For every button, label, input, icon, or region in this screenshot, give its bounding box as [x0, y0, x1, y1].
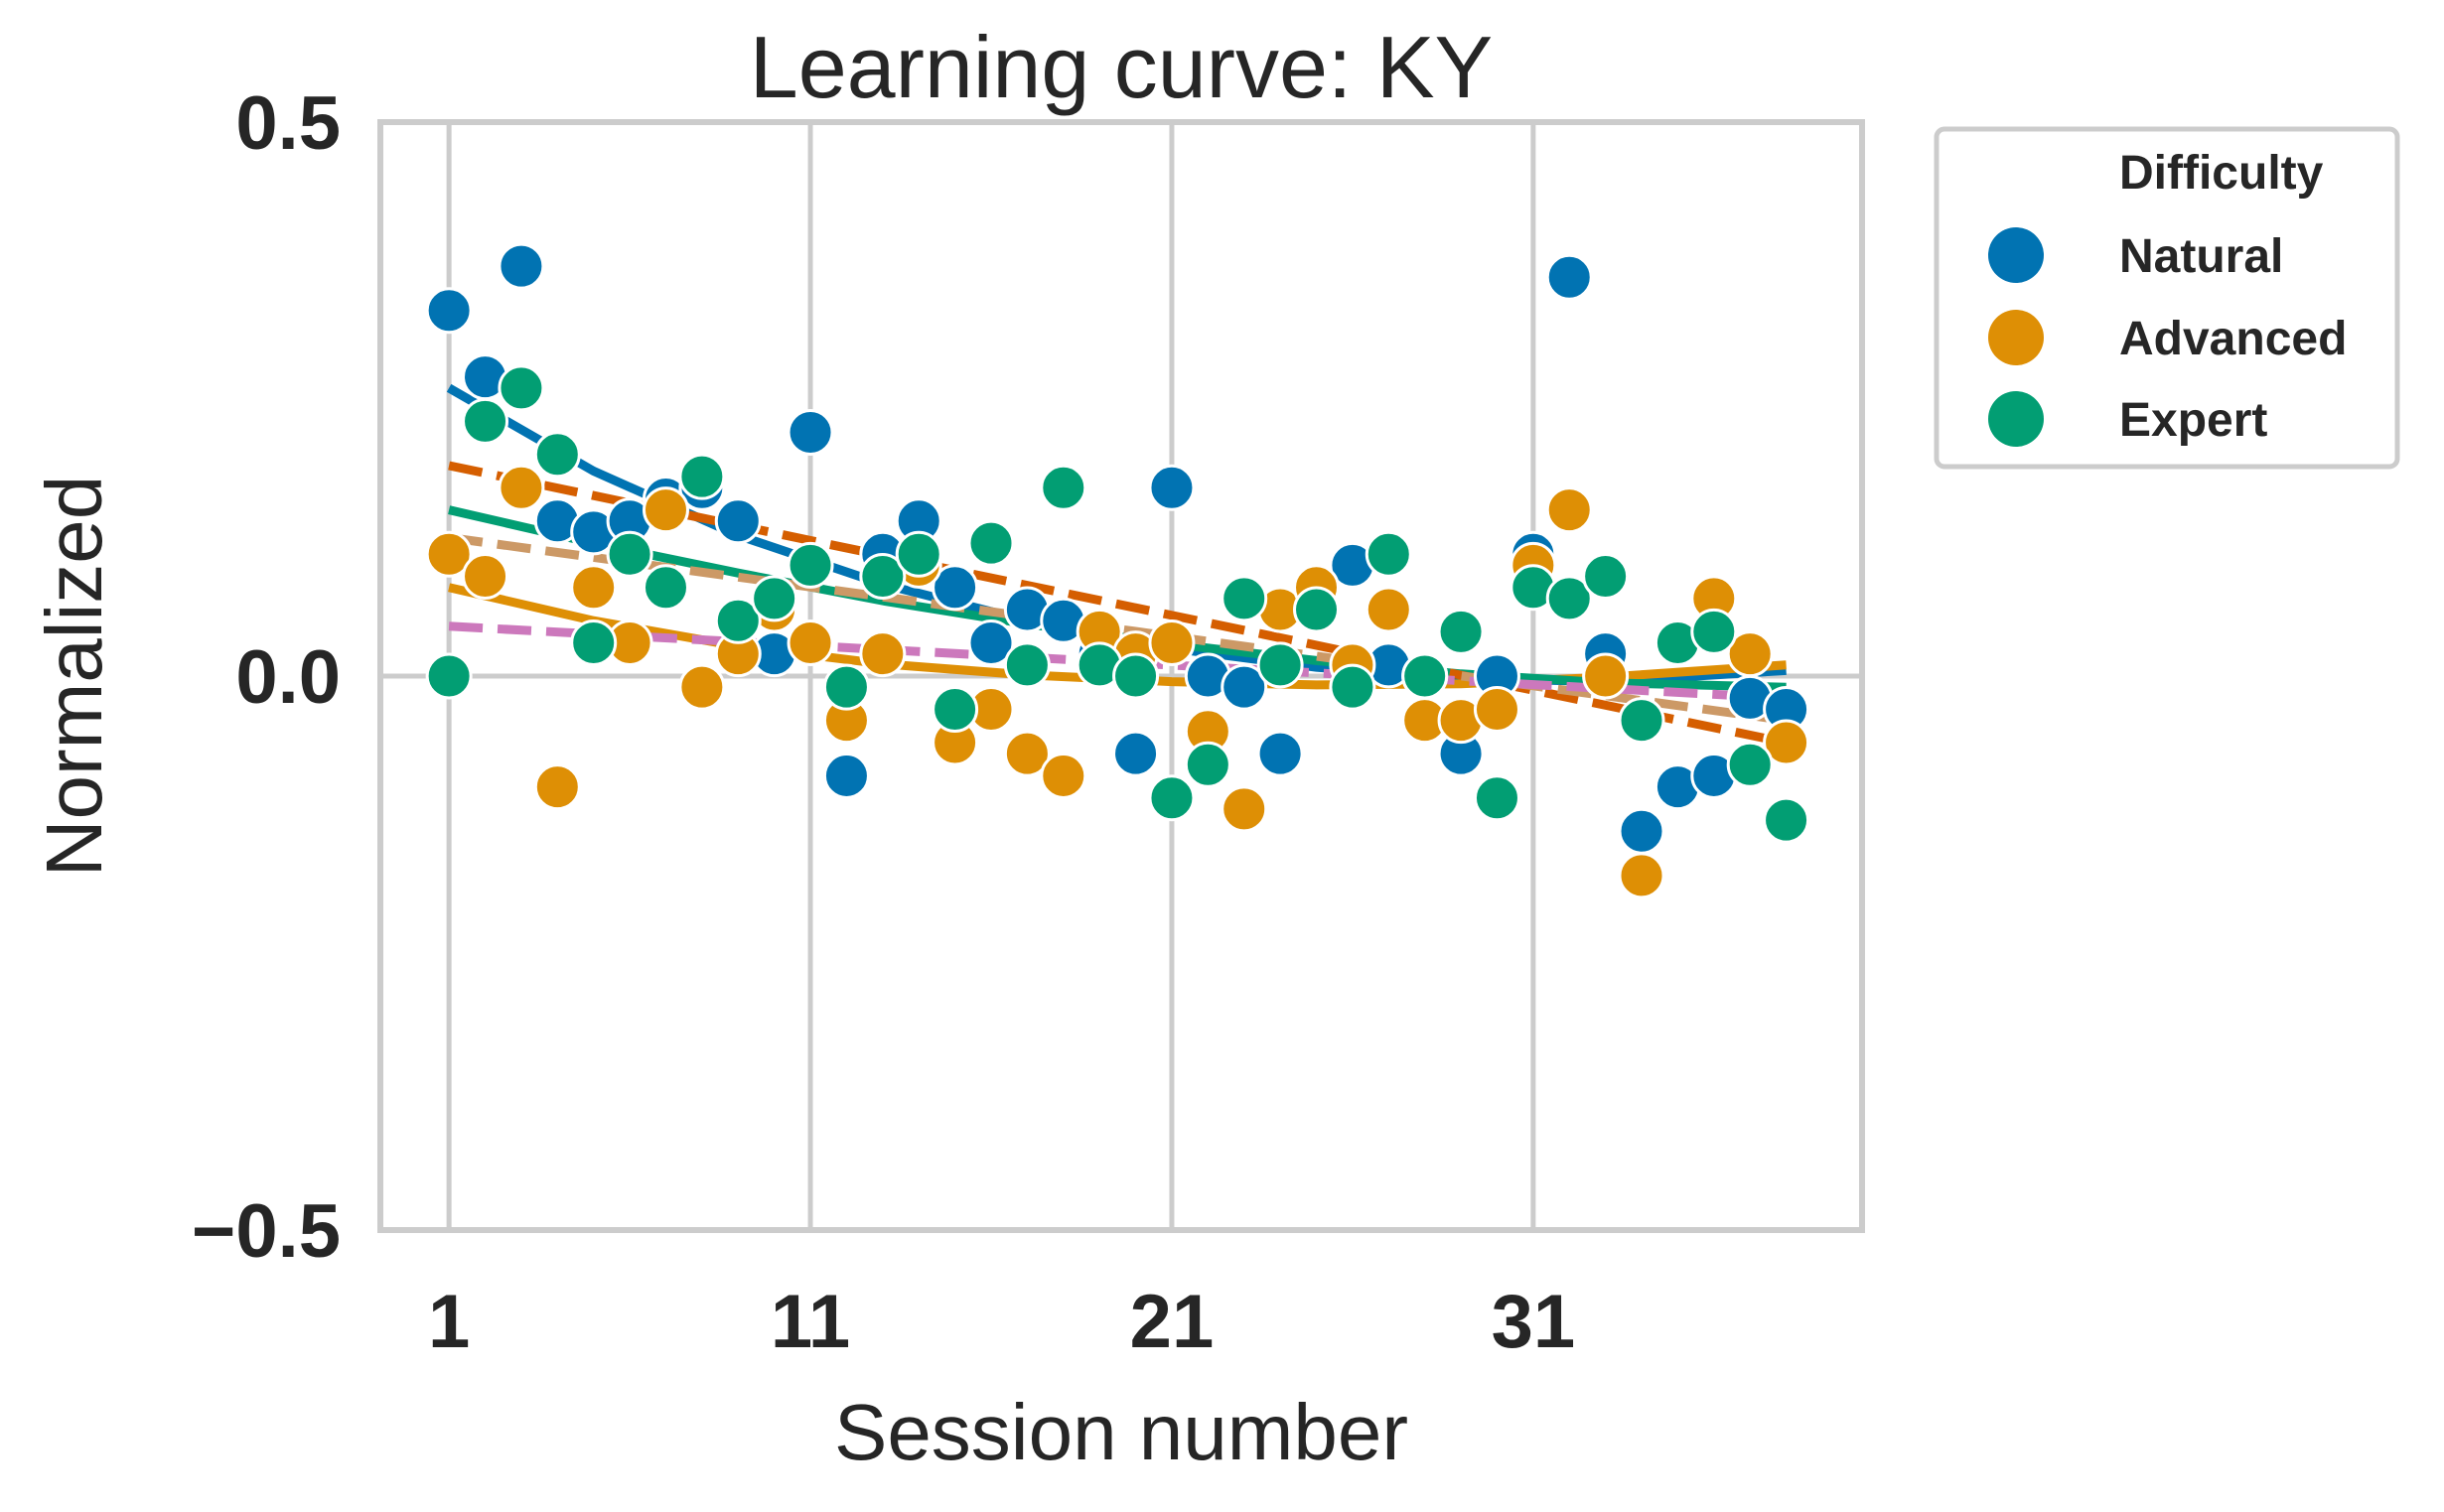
- chart-title: Learning curve: KY: [750, 18, 1493, 116]
- legend-label-advanced: Advanced: [2119, 313, 2347, 365]
- legend: Difficulty Natural Advanced Expert: [1934, 126, 2400, 470]
- point-natural: [425, 287, 473, 335]
- x-tick-label: 11: [771, 1280, 850, 1364]
- point-advanced: [1040, 752, 1087, 799]
- legend-label-expert: Expert: [2119, 394, 2267, 447]
- point-expert: [1690, 608, 1738, 655]
- point-advanced: [1726, 630, 1774, 678]
- point-expert: [859, 553, 907, 601]
- point-expert: [642, 564, 689, 612]
- point-natural: [787, 408, 834, 456]
- point-natural: [498, 242, 545, 290]
- legend-label-natural: Natural: [2119, 230, 2283, 283]
- point-natural: [967, 619, 1015, 667]
- y-tick-label: 0.0: [235, 635, 341, 720]
- point-advanced: [787, 619, 834, 667]
- point-expert: [787, 541, 834, 589]
- point-expert: [1184, 741, 1231, 788]
- point-expert: [967, 519, 1015, 567]
- plot-frame: [377, 119, 1865, 1233]
- point-expert: [714, 597, 762, 644]
- point-expert: [1437, 608, 1485, 655]
- point-expert: [1148, 774, 1196, 822]
- point-expert: [1112, 652, 1160, 700]
- legend-marker-advanced: [1988, 310, 2044, 365]
- y-tick-label: 0.5: [235, 81, 341, 166]
- point-advanced: [1618, 852, 1665, 899]
- point-advanced: [570, 564, 618, 612]
- point-expert: [1582, 553, 1630, 601]
- point-expert: [462, 397, 509, 445]
- point-advanced: [1148, 619, 1196, 667]
- point-expert: [895, 530, 942, 578]
- point-expert: [1365, 530, 1412, 578]
- x-tick-label: 1: [428, 1280, 470, 1364]
- point-expert: [678, 453, 726, 500]
- point-natural: [932, 564, 979, 612]
- point-advanced: [462, 553, 509, 601]
- point-advanced: [425, 530, 473, 578]
- point-advanced: [1365, 586, 1412, 633]
- point-advanced: [498, 464, 545, 511]
- point-advanced: [642, 486, 689, 534]
- point-advanced: [1003, 730, 1051, 777]
- point-natural: [1545, 253, 1593, 301]
- point-expert: [1003, 641, 1051, 689]
- point-expert: [1256, 641, 1304, 689]
- point-expert: [425, 652, 473, 700]
- legend-marker-natural: [1988, 227, 2044, 283]
- point-expert: [1473, 774, 1520, 822]
- point-natural: [1148, 464, 1196, 511]
- point-advanced: [678, 663, 726, 711]
- point-advanced: [1221, 785, 1268, 833]
- point-expert: [606, 530, 653, 578]
- point-advanced: [1545, 486, 1593, 534]
- point-advanced: [859, 630, 907, 678]
- point-natural: [1256, 730, 1304, 777]
- point-expert: [570, 619, 618, 667]
- point-expert: [1221, 575, 1268, 622]
- y-axis-label: Normalized: [30, 476, 118, 878]
- y-tick-label: −0.5: [192, 1189, 341, 1274]
- point-advanced: [533, 763, 581, 811]
- scatter-points: [425, 242, 1810, 899]
- point-expert: [498, 364, 545, 412]
- x-tick-label: 31: [1492, 1280, 1576, 1364]
- point-advanced: [1763, 719, 1810, 766]
- x-axis-label: Session number: [834, 1388, 1408, 1476]
- point-natural: [1618, 807, 1665, 855]
- legend-title: Difficulty: [2119, 147, 2324, 200]
- point-expert: [1618, 697, 1665, 745]
- point-natural: [822, 752, 870, 799]
- point-expert: [822, 663, 870, 711]
- point-expert: [751, 575, 798, 622]
- point-natural: [1112, 730, 1160, 777]
- point-expert: [1401, 652, 1449, 700]
- point-expert: [1726, 741, 1774, 788]
- point-expert: [1329, 663, 1376, 711]
- legend-frame: [1934, 126, 2400, 470]
- point-expert: [1293, 586, 1341, 633]
- legend-marker-expert: [1988, 391, 2044, 447]
- point-natural: [1221, 663, 1268, 711]
- fit-line-dashed-5: [448, 621, 1787, 703]
- point-expert: [1763, 796, 1810, 844]
- point-natural: [714, 497, 762, 545]
- point-expert: [1040, 464, 1087, 511]
- point-advanced: [1473, 685, 1520, 733]
- tick-labels: 1 11 21 31−0.50.00.5: [192, 81, 1575, 1364]
- point-advanced: [1582, 652, 1630, 700]
- point-expert: [533, 431, 581, 479]
- x-tick-label: 21: [1130, 1280, 1215, 1364]
- point-expert: [932, 685, 979, 733]
- point-expert: [1545, 575, 1593, 622]
